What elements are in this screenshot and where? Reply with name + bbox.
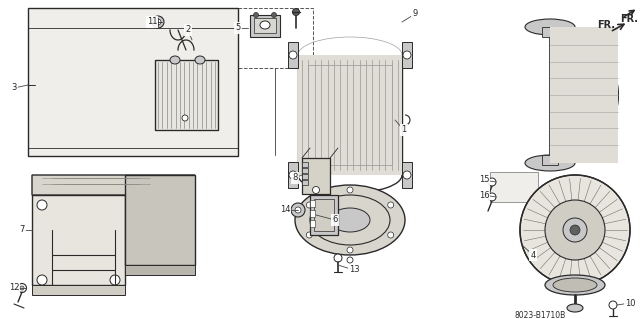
Ellipse shape <box>525 19 575 35</box>
Ellipse shape <box>570 225 580 235</box>
Ellipse shape <box>271 12 276 18</box>
Bar <box>302 180 308 185</box>
Polygon shape <box>125 265 195 275</box>
Ellipse shape <box>347 257 353 263</box>
Ellipse shape <box>388 232 394 238</box>
Ellipse shape <box>334 254 342 262</box>
Bar <box>490 172 538 202</box>
Text: 2: 2 <box>186 26 191 34</box>
Bar <box>310 195 338 235</box>
Ellipse shape <box>182 115 188 121</box>
Ellipse shape <box>295 185 405 255</box>
Ellipse shape <box>110 275 120 285</box>
Ellipse shape <box>253 12 259 18</box>
Ellipse shape <box>488 193 496 201</box>
Ellipse shape <box>155 19 161 25</box>
Ellipse shape <box>330 208 370 232</box>
Text: 16: 16 <box>479 190 490 199</box>
Ellipse shape <box>553 278 597 292</box>
Ellipse shape <box>195 56 205 64</box>
Bar <box>302 174 308 179</box>
Text: 7: 7 <box>19 226 25 234</box>
Ellipse shape <box>545 275 605 295</box>
Text: FR.: FR. <box>620 14 638 24</box>
Bar <box>238 8 313 68</box>
Ellipse shape <box>292 9 300 16</box>
Ellipse shape <box>289 171 297 179</box>
Bar <box>310 200 315 207</box>
Ellipse shape <box>347 247 353 253</box>
Bar <box>310 210 315 217</box>
Polygon shape <box>32 195 125 285</box>
Ellipse shape <box>37 200 47 210</box>
Ellipse shape <box>347 187 353 193</box>
Bar <box>542 27 558 37</box>
Bar <box>250 15 280 37</box>
Ellipse shape <box>20 286 24 290</box>
Ellipse shape <box>520 175 630 285</box>
Text: 3: 3 <box>12 84 17 93</box>
Ellipse shape <box>563 218 587 242</box>
Polygon shape <box>402 162 412 188</box>
Bar <box>314 199 334 231</box>
Ellipse shape <box>152 16 164 28</box>
Ellipse shape <box>17 284 26 293</box>
Polygon shape <box>402 42 412 68</box>
Ellipse shape <box>525 155 575 171</box>
Ellipse shape <box>37 275 47 285</box>
Text: 9: 9 <box>412 10 418 19</box>
Ellipse shape <box>312 187 319 194</box>
Polygon shape <box>32 285 125 295</box>
Ellipse shape <box>488 178 496 186</box>
Text: 8023-B1710B: 8023-B1710B <box>515 310 566 319</box>
Polygon shape <box>125 175 195 265</box>
Text: 6: 6 <box>332 216 338 225</box>
Text: 11: 11 <box>147 18 157 26</box>
Text: FR.: FR. <box>597 20 615 30</box>
Ellipse shape <box>403 171 411 179</box>
Polygon shape <box>298 55 402 175</box>
Text: 5: 5 <box>236 24 241 33</box>
Text: 13: 13 <box>349 265 359 275</box>
Bar <box>302 168 308 173</box>
Bar <box>310 220 315 227</box>
Bar <box>302 158 330 194</box>
Ellipse shape <box>307 202 312 208</box>
Ellipse shape <box>567 304 583 312</box>
Bar <box>254 18 276 33</box>
Polygon shape <box>288 42 298 68</box>
Bar <box>155 60 218 130</box>
Ellipse shape <box>403 51 411 59</box>
Ellipse shape <box>289 51 297 59</box>
Text: 15: 15 <box>479 175 489 184</box>
Bar <box>308 65 392 165</box>
Ellipse shape <box>307 232 312 238</box>
Text: 12: 12 <box>9 284 19 293</box>
Ellipse shape <box>609 301 617 309</box>
Ellipse shape <box>545 200 605 260</box>
Bar <box>542 155 558 165</box>
Bar <box>28 8 238 156</box>
Polygon shape <box>288 162 298 188</box>
Text: 1: 1 <box>401 125 406 135</box>
Polygon shape <box>32 175 195 195</box>
Polygon shape <box>550 27 618 163</box>
Text: 10: 10 <box>625 299 636 308</box>
Ellipse shape <box>260 21 270 29</box>
Ellipse shape <box>291 203 305 217</box>
Bar <box>302 162 308 167</box>
Ellipse shape <box>170 56 180 64</box>
Ellipse shape <box>388 202 394 208</box>
Text: 4: 4 <box>531 250 536 259</box>
Ellipse shape <box>295 207 301 213</box>
Text: 8: 8 <box>292 174 298 182</box>
Polygon shape <box>155 60 218 130</box>
Text: 14: 14 <box>280 205 291 214</box>
